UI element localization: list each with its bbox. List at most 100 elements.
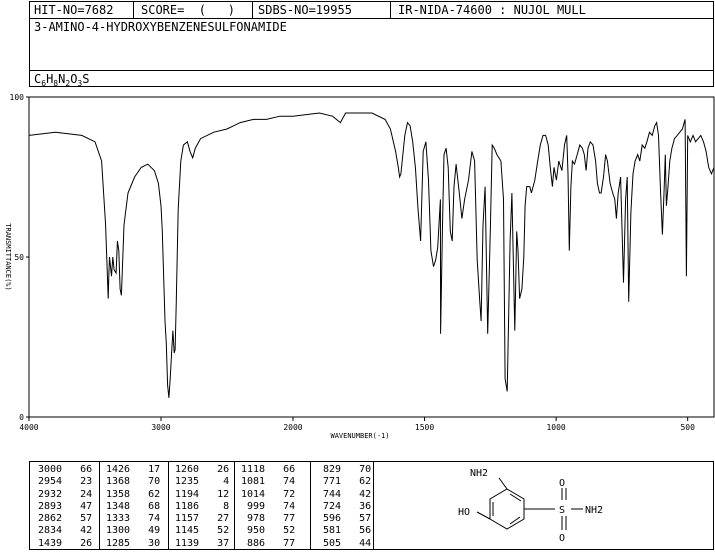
peak-wavenumber: 1439 [38,537,63,549]
peak-wavenumber: 1081 [241,476,266,488]
hydroxy-label: HO [458,507,470,518]
peak-wavenumber: 886 [241,537,266,549]
peak-wavenumber: 1118 [241,464,266,475]
peak-wavenumber: 829 [317,464,342,475]
peak-wavenumber: 2932 [38,488,63,500]
peak-row: 1194 12 [175,489,229,501]
x-tick-label: 1000 [546,423,565,432]
peak-row: 2834 42 [38,525,92,537]
peak-transmittance: 77 [265,513,296,525]
peak-transmittance: 57 [62,513,93,525]
peak-row: 1348 68 [106,501,160,513]
peak-row: 2932 24 [38,489,92,501]
peak-row: 1358 62 [106,489,160,501]
peak-wavenumber: 1358 [106,488,131,500]
peak-transmittance: 70 [130,476,161,488]
peak-transmittance: 74 [265,500,296,512]
peak-wavenumber: 1426 [106,464,131,475]
peak-row: 2954 23 [38,476,92,488]
peak-wavenumber: 2862 [38,513,63,525]
peak-wavenumber: 1194 [175,488,200,500]
peak-wavenumber: 1139 [175,537,200,549]
peak-wavenumber: 1260 [175,464,200,475]
x-tick-label: 3000 [151,423,170,432]
peak-wavenumber: 596 [317,513,342,525]
y-axis-label: TRANSMITTANCE(%) [4,223,12,290]
header-sep-1 [133,1,134,18]
peak-row: 1300 49 [106,525,160,537]
peak-column: 1118 66 1081 74 1014 72 999 74 978 77 950 … [241,464,295,550]
peak-row: 829 70 [317,464,371,476]
peak-row: 2893 47 [38,501,92,513]
structure-panel: NH2 HO S O O NH2 [373,461,714,550]
y-tick-label: 100 [10,93,25,102]
x-tick-label: 500 [680,423,695,432]
peak-row: 1368 70 [106,476,160,488]
peak-wavenumber: 1333 [106,513,131,525]
peak-transmittance: 66 [62,464,93,475]
peak-row: 1157 27 [175,513,229,525]
ir-nida-method: IR-NIDA-74600 : NUJOL MULL [398,3,586,17]
peak-transmittance: 26 [199,464,230,475]
peak-wavenumber: 1348 [106,500,131,512]
peak-transmittance: 27 [199,513,230,525]
peak-wavenumber: 2893 [38,500,63,512]
peak-row: 581 56 [317,525,371,537]
peak-transmittance: 37 [199,537,230,549]
peak-row: 1118 66 [241,464,295,476]
peak-transmittance: 52 [265,525,296,537]
peak-row: 3000 66 [38,464,92,476]
peak-transmittance: 23 [62,476,93,488]
molecular-formula: C6H8N2O3S [34,72,90,88]
peak-transmittance: 42 [341,488,372,500]
x-axis-label: WAVENUMBER(-1) [330,432,389,440]
peak-row: 505 44 [317,538,371,550]
peak-table: 3000 66 2954 23 2932 24 2893 47 2862 57 2834 … [29,461,374,550]
peak-row: 1014 72 [241,489,295,501]
peak-transmittance: 42 [62,525,93,537]
peak-wavenumber: 1235 [175,476,200,488]
peak-wavenumber: 724 [317,500,342,512]
y-tick-label: 0 [19,413,24,422]
peak-transmittance: 57 [341,513,372,525]
x-tick-label: 4000 [19,423,38,432]
peak-wavenumber: 1145 [175,525,200,537]
peak-transmittance: 74 [265,476,296,488]
header-sep-3 [390,1,391,18]
peak-wavenumber: 1368 [106,476,131,488]
peak-row: 950 52 [241,525,295,537]
header-box [29,1,714,87]
peak-row: 1439 26 [38,538,92,550]
sulfonamide-label: NH2 [585,505,603,516]
peak-column-divider [168,462,169,549]
peak-wavenumber: 771 [317,476,342,488]
peak-row: 978 77 [241,513,295,525]
peak-transmittance: 52 [199,525,230,537]
peak-transmittance: 62 [341,476,372,488]
peak-transmittance: 49 [130,525,161,537]
peak-transmittance: 4 [199,476,230,488]
peak-row: 744 42 [317,489,371,501]
peak-wavenumber: 2834 [38,525,63,537]
y-tick-label: 50 [14,253,24,262]
benzene-ring [489,488,525,530]
sulfur-label: S [559,505,565,516]
peak-transmittance: 17 [130,464,161,475]
peak-transmittance: 70 [341,464,372,475]
peak-column-divider [310,462,311,549]
peak-wavenumber: 505 [317,537,342,549]
bond-nh2 [498,477,508,490]
peak-transmittance: 68 [130,500,161,512]
peak-transmittance: 30 [130,537,161,549]
amino-label: NH2 [470,468,488,479]
peak-column: 829 70 771 62 744 42 724 36 596 57 581 5… [317,464,371,550]
peak-transmittance: 8 [199,500,230,512]
peak-row: 1260 26 [175,464,229,476]
bond-oh [476,511,491,520]
peak-column-divider [234,462,235,549]
oxygen-top-label: O [559,478,565,489]
header-sep-2 [252,1,253,18]
peak-wavenumber: 581 [317,525,342,537]
peak-wavenumber: 2954 [38,476,63,488]
peak-row: 1145 52 [175,525,229,537]
